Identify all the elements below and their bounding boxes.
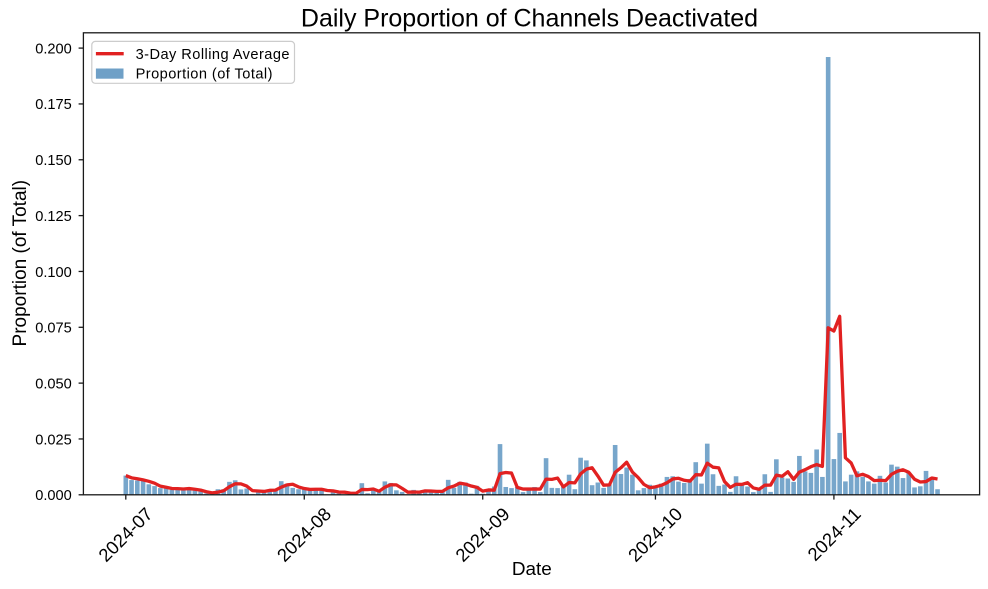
svg-text:0.025: 0.025 <box>35 432 72 448</box>
svg-text:0.000: 0.000 <box>35 488 72 504</box>
svg-text:0.200: 0.200 <box>35 41 72 57</box>
svg-text:Date: Date <box>512 559 552 580</box>
svg-text:0.075: 0.075 <box>35 321 72 337</box>
svg-text:Proportion (of Total): Proportion (of Total) <box>136 67 273 83</box>
svg-text:0.100: 0.100 <box>35 265 72 281</box>
svg-text:3-Day Rolling Average: 3-Day Rolling Average <box>136 47 290 63</box>
svg-text:0.125: 0.125 <box>35 209 72 225</box>
svg-text:Daily Proportion of Channels D: Daily Proportion of Channels Deactivated <box>301 5 758 33</box>
svg-text:0.175: 0.175 <box>35 97 72 113</box>
svg-text:Proportion (of Total): Proportion (of Total) <box>10 180 31 347</box>
svg-text:0.150: 0.150 <box>35 153 72 169</box>
svg-text:0.050: 0.050 <box>35 376 72 392</box>
